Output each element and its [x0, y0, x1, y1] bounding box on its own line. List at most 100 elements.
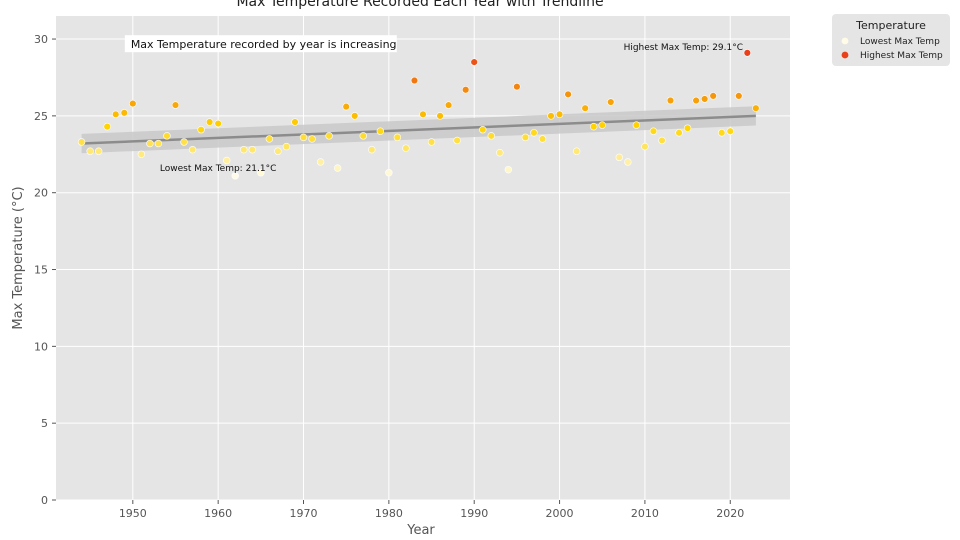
legend-title: Temperature	[855, 19, 926, 32]
data-point-2000	[555, 110, 564, 119]
x-tick-label: 2010	[631, 507, 659, 520]
legend-entry-label: Lowest Max Temp	[860, 37, 940, 47]
data-point-1962	[231, 172, 239, 180]
x-axis-title: Year	[406, 523, 435, 538]
data-point-1968	[282, 142, 291, 151]
data-point-2010	[641, 142, 649, 151]
data-point-2006	[607, 98, 615, 106]
x-axis-ticks: 1950 1960 1970 1980 1990 2000 2010 2020	[119, 500, 744, 520]
data-point-1958	[197, 126, 205, 134]
legend-entry-label: Highest Max Temp	[860, 51, 943, 61]
data-point-2003	[581, 104, 589, 112]
y-tick-label: 5	[41, 417, 48, 430]
data-point-1981	[393, 133, 402, 142]
data-point-2017	[700, 95, 709, 103]
data-point-1961	[222, 156, 231, 165]
data-point-1960	[214, 119, 222, 128]
data-point-2011	[649, 127, 658, 135]
legend-entries: Lowest Max Temp Highest Max Temp	[841, 37, 943, 61]
data-point-1992	[487, 132, 495, 140]
data-point-2014	[675, 129, 683, 137]
data-point-1954	[163, 132, 171, 140]
data-point-1984	[419, 110, 427, 119]
x-tick-label: 1960	[204, 507, 232, 520]
annotation-label: Lowest Max Temp: 21.1°C	[160, 164, 277, 174]
data-point-2009	[632, 121, 641, 129]
data-point-2001	[564, 90, 572, 99]
data-point-1991	[479, 126, 487, 134]
data-point-1967	[274, 147, 282, 155]
data-point-1959	[205, 118, 214, 126]
data-point-1963	[240, 145, 248, 154]
data-point-1993	[496, 149, 504, 157]
y-tick-label: 0	[41, 494, 48, 507]
data-point-2008	[624, 158, 632, 166]
legend-marker	[841, 37, 849, 45]
x-tick-label: 2000	[546, 507, 574, 520]
data-point-1953	[154, 139, 163, 148]
data-point-1950	[129, 99, 137, 108]
trendline	[81, 114, 756, 145]
y-tick-label: 10	[34, 340, 48, 353]
legend-marker	[841, 51, 849, 59]
y-axis-title: Max Temperature (°C)	[11, 186, 26, 329]
data-point-1976	[351, 112, 359, 120]
data-point-1995	[513, 82, 521, 91]
data-point-2022	[743, 49, 752, 57]
data-point-2007	[615, 153, 624, 162]
data-point-1956	[180, 138, 188, 146]
data-point-1948	[112, 110, 120, 119]
data-point-1998	[538, 135, 547, 143]
data-point-2023	[752, 104, 760, 112]
data-point-1972	[316, 158, 325, 166]
note-box	[124, 35, 397, 53]
data-point-1985	[427, 138, 436, 146]
data-point-1969	[291, 118, 299, 126]
data-point-1980	[385, 169, 393, 177]
data-point-1975	[342, 102, 350, 111]
data-point-2004	[589, 122, 598, 131]
legend-box	[832, 14, 950, 66]
trend-note: Max Temperature recorded by year is incr…	[131, 38, 397, 51]
data-point-1971	[308, 135, 316, 143]
data-point-1983	[410, 76, 419, 85]
data-point-1944	[77, 138, 86, 146]
data-point-1970	[299, 133, 308, 142]
data-points	[77, 49, 760, 180]
data-point-1996	[521, 133, 530, 142]
data-point-1964	[248, 145, 257, 154]
data-point-1997	[530, 129, 538, 137]
data-point-2005	[598, 121, 606, 129]
x-tick-label: 1950	[119, 507, 147, 520]
trendline-path	[81, 114, 756, 145]
data-point-1946	[94, 147, 103, 155]
data-point-1966	[265, 135, 274, 143]
data-point-1988	[453, 136, 461, 145]
y-tick-label: 25	[34, 110, 48, 123]
y-axis-ticks: 0 5 10 15 20 25 30	[34, 33, 56, 507]
data-point-2021	[735, 92, 743, 100]
x-tick-label: 2020	[716, 507, 744, 520]
data-point-1952	[146, 139, 154, 148]
data-point-1999	[547, 112, 555, 120]
y-tick-label: 15	[34, 264, 48, 277]
x-tick-label: 1990	[460, 507, 488, 520]
data-point-2020	[726, 127, 734, 135]
x-tick-label: 1980	[375, 507, 403, 520]
data-point-2013	[666, 96, 675, 105]
data-point-2018	[709, 92, 717, 100]
data-point-1979	[376, 127, 385, 135]
chart-title: Max Temperature Recorded Each Year with …	[236, 0, 603, 10]
data-point-1973	[325, 132, 333, 140]
y-tick-label: 30	[34, 33, 48, 46]
annotations: Max Temperature recorded by year is incr…	[124, 35, 743, 174]
data-point-2019	[718, 129, 726, 137]
plot-area	[56, 16, 790, 500]
data-point-1955	[171, 101, 180, 109]
data-point-1949	[120, 109, 128, 117]
data-point-1977	[359, 132, 367, 140]
data-point-1965	[257, 169, 265, 177]
data-point-1974	[333, 164, 342, 172]
legend: Temperature Lowest Max Temp Highest Max T…	[832, 14, 950, 66]
